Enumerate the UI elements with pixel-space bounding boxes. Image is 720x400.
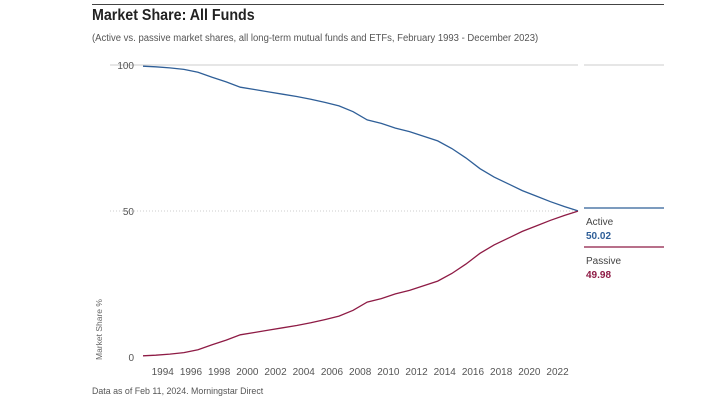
gridlines (110, 64, 664, 212)
x-tick-label: 1998 (208, 367, 231, 378)
chart-title: Market Share: All Funds (92, 7, 255, 24)
chart-subtitle: (Active vs. passive market shares, all l… (92, 33, 539, 44)
x-tick-label: 2006 (321, 367, 344, 378)
passive-legend-label: Passive (586, 256, 621, 267)
x-tick-label: 2016 (462, 367, 485, 378)
top-rule (92, 4, 664, 5)
x-tick-label: 2020 (518, 367, 541, 378)
series-legend: Active 50.02 Passive 49.98 (584, 207, 664, 281)
passive-series-line (142, 210, 579, 357)
y-tick-label: 50 (123, 207, 135, 218)
x-tick-label: 2014 (434, 367, 457, 378)
x-tick-label: 2008 (349, 367, 372, 378)
x-tick-label: 1996 (180, 367, 203, 378)
y-tick-label: 100 (117, 61, 134, 72)
active-legend-value: 50.02 (586, 231, 611, 242)
x-tick-label: 2004 (293, 367, 316, 378)
x-tick-label: 2022 (546, 367, 569, 378)
passive-legend-value: 49.98 (586, 270, 611, 281)
x-axis-ticks: 1994 1996 1998 2000 2002 2004 2006 2008 2010 2012… (152, 367, 569, 378)
x-tick-label: 2002 (264, 367, 287, 378)
x-tick-label: 2012 (405, 367, 428, 378)
y-tick-label: 0 (128, 353, 134, 364)
active-legend-label: Active (586, 217, 614, 228)
y-axis-ticks: 0 50 100 (117, 61, 134, 364)
x-tick-label: 1994 (152, 367, 175, 378)
x-tick-label: 2000 (236, 367, 259, 378)
active-series-line (142, 65, 579, 212)
x-tick-label: 2010 (377, 367, 400, 378)
source-note: Data as of Feb 11, 2024. Morningstar Dir… (92, 386, 264, 397)
x-tick-label: 2018 (490, 367, 513, 378)
y-axis-title: Market Share % (94, 299, 104, 360)
